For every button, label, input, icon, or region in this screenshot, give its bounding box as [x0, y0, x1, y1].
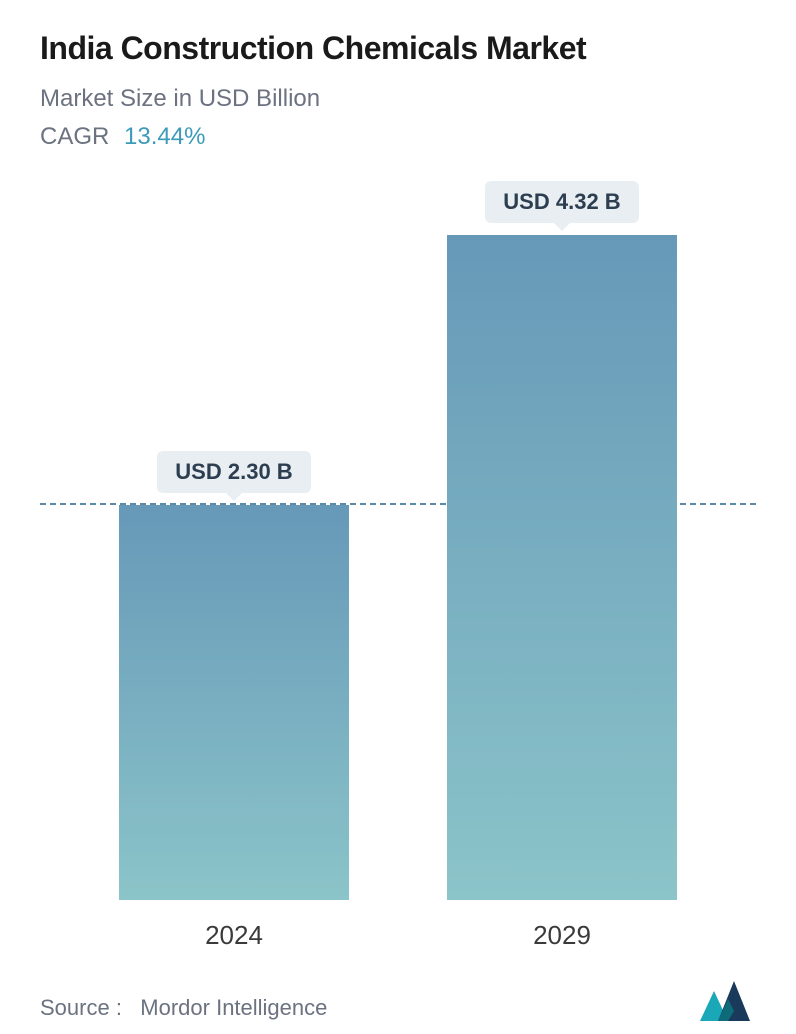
cagr-row: CAGR 13.44% — [40, 123, 756, 151]
chart-title: India Construction Chemicals Market — [40, 30, 756, 67]
x-axis-labels: 2024 2029 — [40, 900, 756, 951]
value-label-2029: USD 4.32 B — [485, 181, 638, 223]
bar-2024 — [119, 505, 349, 900]
chart-footer: Source : Mordor Intelligence — [40, 951, 756, 1031]
x-label-2024: 2024 — [119, 920, 349, 951]
cagr-value: 13.44% — [124, 123, 205, 150]
mordor-logo-icon — [700, 981, 756, 1021]
x-label-2029: 2029 — [447, 920, 677, 951]
source-text: Source : Mordor Intelligence — [40, 995, 327, 1021]
source-name: Mordor Intelligence — [140, 995, 327, 1020]
bar-group-2029: USD 4.32 B — [447, 181, 677, 900]
bar-2029 — [447, 235, 677, 900]
bar-group-2024: USD 2.30 B — [119, 451, 349, 900]
chart-subtitle: Market Size in USD Billion — [40, 85, 756, 113]
source-label: Source : — [40, 995, 122, 1020]
value-label-2024: USD 2.30 B — [157, 451, 310, 493]
chart-container: India Construction Chemicals Market Mark… — [0, 0, 796, 1034]
cagr-label: CAGR — [40, 123, 109, 150]
chart-area: USD 2.30 B USD 4.32 B — [40, 181, 756, 900]
